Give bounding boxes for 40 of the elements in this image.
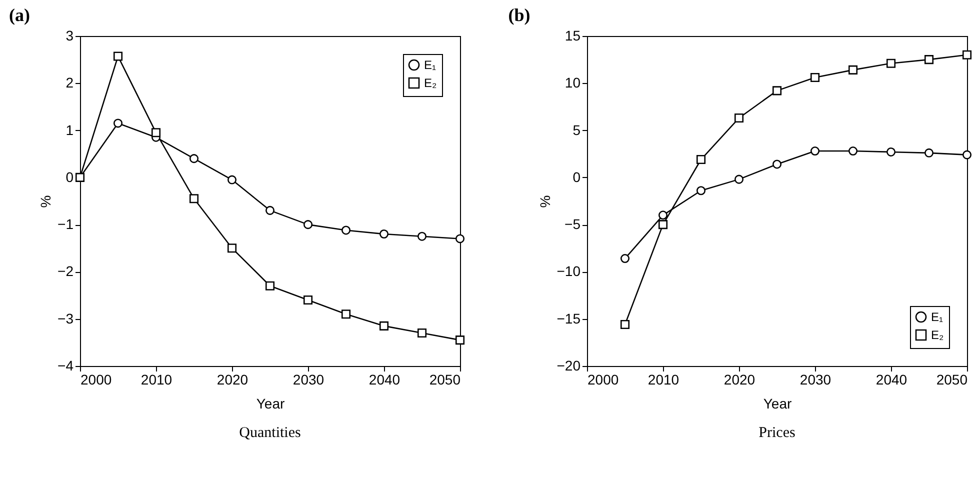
y-tick-label: −10 — [556, 263, 581, 280]
y-axis-title: % — [38, 195, 54, 208]
legend-label: E₁ — [931, 310, 944, 324]
x-tick-label: 2010 — [648, 372, 680, 388]
y-tick-label: −20 — [556, 358, 581, 374]
chart-title: (b) — [508, 5, 530, 25]
y-tick-label: 2 — [66, 74, 74, 91]
x-tick-label: 2000 — [588, 372, 619, 388]
x-axis-title: Year — [763, 396, 792, 412]
y-tick-label: −4 — [58, 358, 74, 374]
x-tick-label: 2030 — [292, 372, 324, 388]
x-tick-label: 2040 — [876, 372, 908, 388]
y-tick-label: −2 — [58, 263, 74, 280]
y-tick-label: 15 — [564, 28, 581, 44]
x-tick-label: 2020 — [724, 372, 756, 388]
x-tick-label: 2020 — [216, 372, 248, 388]
text: Quantities — [239, 425, 301, 441]
x-tick-label: 2010 — [140, 372, 172, 388]
x-tick-label: 2000 — [80, 372, 112, 388]
chart-title: (a) — [9, 5, 30, 25]
x-tick-label: 2050 — [936, 372, 968, 388]
y-axis-title: % — [536, 195, 553, 208]
y-tick-label: −1 — [58, 216, 74, 232]
legend-label: E₂ — [424, 76, 438, 90]
y-tick-label: 10 — [564, 74, 581, 91]
y-tick-label: −3 — [58, 310, 74, 326]
legend-label: E₁ — [424, 58, 436, 72]
y-tick-label: 1 — [66, 122, 74, 138]
x-tick-label: 2030 — [800, 372, 832, 388]
y-tick-label: −15 — [556, 310, 581, 326]
x-tick-label: 2050 — [429, 372, 461, 388]
text: Prices — [758, 425, 796, 441]
x-tick-label: 2040 — [368, 372, 400, 388]
y-tick-label: 0 — [572, 168, 581, 185]
x-axis-title: Year — [256, 396, 285, 412]
legend-label: E₂ — [931, 328, 944, 342]
y-tick-label: 3 — [66, 28, 74, 44]
y-tick-label: 5 — [572, 122, 581, 138]
y-tick-label: 0 — [66, 168, 74, 185]
y-tick-label: −5 — [564, 216, 581, 232]
